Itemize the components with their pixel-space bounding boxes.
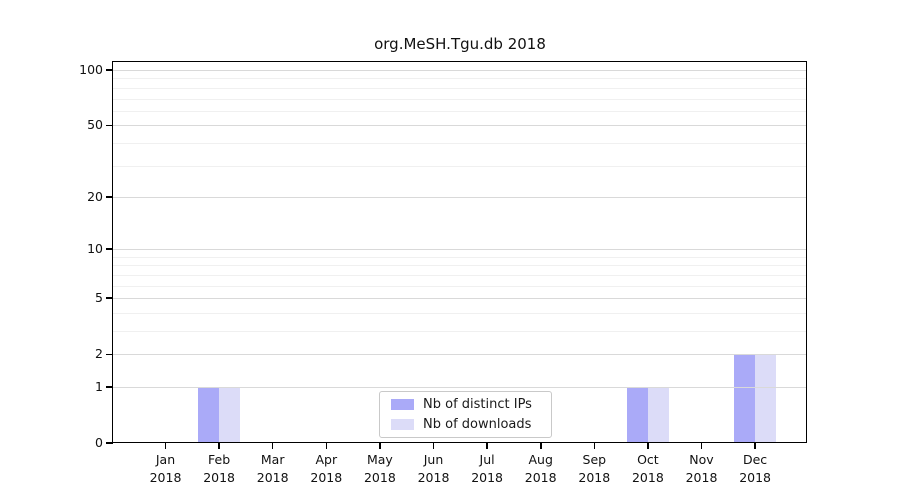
y-tick-label: 10 [87,241,103,257]
x-tick [271,443,274,449]
x-tick-label: May 2018 [363,452,396,485]
legend-swatch-downloads [391,419,414,430]
x-tick-label: Jul 2018 [471,452,503,485]
x-tick [218,443,220,449]
x-tick [647,443,649,449]
y-tick-label: 1 [95,379,103,394]
gridline-minor [113,285,807,287]
y-tick-label: 100 [79,62,103,77]
x-tick-label: Dec 2018 [739,452,771,485]
y-tick [106,69,113,71]
legend-label-distinct-ips: Nb of distinct IPs [423,397,532,412]
bar-distinct-ips [198,387,220,443]
gridline-major [113,125,807,127]
gridline-minor [113,110,807,112]
y-tick [106,196,113,198]
x-tick [432,443,435,449]
gridline-minor [113,312,807,314]
x-tick-label: Jun 2018 [417,452,450,485]
x-tick [164,443,167,449]
gridline-minor [113,265,807,267]
x-tick [325,443,328,449]
y-tick [106,442,113,444]
gridline-minor [113,274,807,276]
bar-downloads [755,354,777,443]
y-tick [106,297,113,299]
y-tick-label: 20 [87,188,103,204]
legend-item-distinct-ips: Nb of distinct IPs [391,397,551,412]
gridline-minor [113,87,807,89]
bar-downloads [647,387,669,443]
bar-downloads [219,387,241,443]
x-tick-label: Mar 2018 [256,452,289,485]
x-tick-label: Jan 2018 [149,452,182,485]
x-tick-label: Sep 2018 [578,452,611,485]
x-tick [754,443,756,449]
x-tick [486,443,488,449]
gridline-major [113,196,807,198]
y-tick [106,386,113,388]
gridline-minor [113,78,807,80]
plot-frame [111,60,807,443]
legend: Nb of distinct IPs Nb of downloads [379,391,552,438]
y-tick-label: 50 [87,117,103,133]
gridline-minor [113,256,807,258]
gridline-minor [113,331,807,332]
legend-label-downloads: Nb of downloads [423,417,532,432]
legend-swatch-distinct-ips [391,399,414,410]
chart-title: org.MeSH.Tgu.db 2018 [374,35,546,53]
gridline-minor [113,142,807,144]
gridline-major [113,354,807,356]
gridline-major [113,70,807,71]
gridline-major [113,298,807,300]
gridline-major [113,387,807,388]
legend-item-downloads: Nb of downloads [391,417,551,432]
gridline-major [113,249,807,251]
x-tick-label: Aug 2018 [524,452,557,485]
x-tick-label: Apr 2018 [310,452,343,485]
x-tick-label: Feb 2018 [203,452,235,485]
x-tick [379,443,381,449]
gridline-minor [113,165,807,167]
y-tick-label: 0 [95,435,103,450]
x-tick-label: Oct 2018 [631,452,664,485]
y-tick [106,124,113,126]
x-tick [700,443,703,449]
bar-distinct-ips [626,387,648,443]
y-tick-label: 2 [95,346,103,362]
y-tick [106,353,113,355]
x-tick-label: Nov 2018 [685,452,718,485]
bar-distinct-ips [734,354,756,443]
x-tick [540,443,542,449]
x-tick [593,443,595,449]
gridline-minor [113,98,807,100]
y-tick [106,248,113,250]
y-tick-label: 5 [95,290,103,306]
